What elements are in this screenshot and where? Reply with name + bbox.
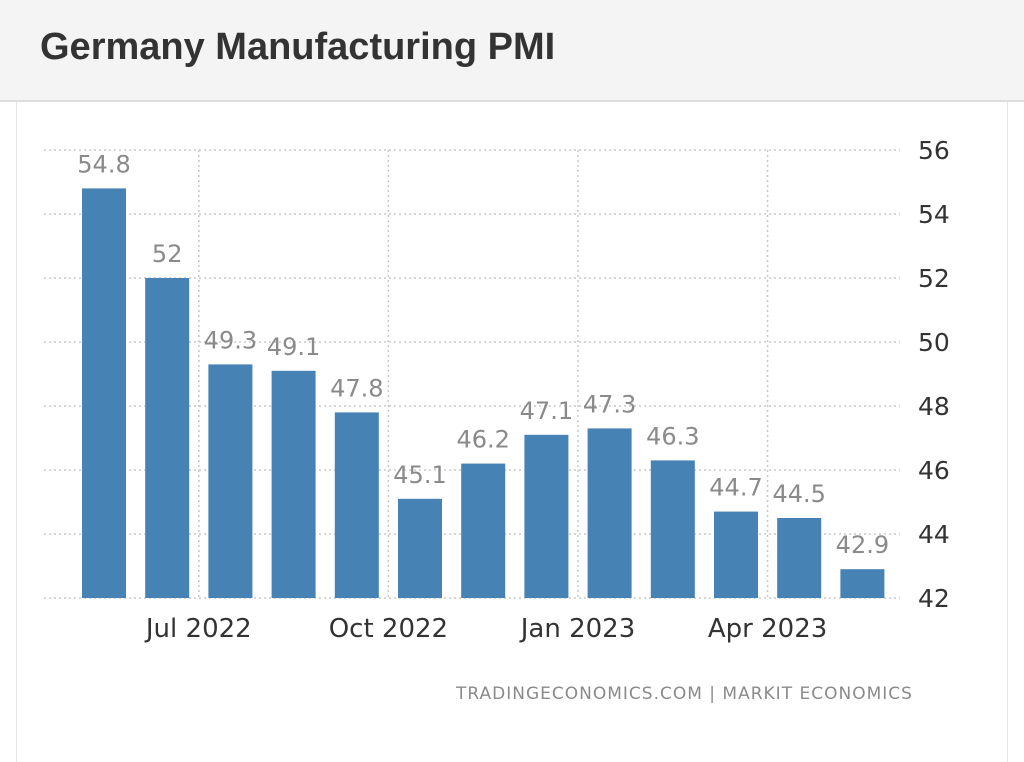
value-label-12: 42.9 — [836, 531, 889, 559]
y-axis-ticks: 42 44 46 48 50 52 54 56 — [918, 136, 950, 613]
value-label-8: 47.3 — [583, 390, 636, 418]
value-label-1: 52 — [152, 240, 183, 268]
value-label-3: 49.1 — [267, 333, 320, 361]
x-tick-label-2: Jan 2023 — [519, 614, 636, 644]
x-tick-label-0: Jul 2022 — [144, 614, 252, 644]
y-tick-label-50: 50 — [918, 328, 950, 357]
value-label-11: 44.5 — [772, 480, 825, 508]
y-tick-label-56: 56 — [918, 136, 950, 165]
bar-dec-2022[interactable] — [524, 434, 569, 598]
value-label-5: 45.1 — [393, 461, 446, 489]
y-tick-label-48: 48 — [918, 392, 950, 421]
bar-may-2023[interactable] — [840, 569, 885, 598]
value-label-10: 44.7 — [709, 474, 762, 502]
x-tick-label-3: Apr 2023 — [708, 614, 827, 644]
bar-sep-2022[interactable] — [334, 412, 379, 598]
value-label-9: 46.3 — [646, 422, 699, 450]
bar-jul-2022[interactable] — [208, 364, 253, 598]
x-tick-label-1: Oct 2022 — [329, 614, 448, 644]
bars — [82, 188, 885, 598]
x-axis-ticks: Jul 2022 Oct 2022 Jan 2023 Apr 2023 — [144, 614, 827, 644]
value-label-6: 46.2 — [456, 426, 509, 454]
y-tick-label-42: 42 — [918, 584, 950, 613]
value-label-2: 49.3 — [204, 326, 257, 354]
y-tick-label-46: 46 — [918, 456, 950, 485]
y-tick-label-54: 54 — [918, 200, 950, 229]
bar-mar-2023[interactable] — [714, 511, 758, 598]
value-labels: 54.8 52 49.3 49.1 47.8 45.1 46.2 47.1 47.3 46.3 44… — [77, 150, 889, 559]
bar-nov-2022[interactable] — [461, 463, 506, 598]
bar-jan-2023[interactable] — [587, 428, 632, 598]
bar-aug-2022[interactable] — [271, 370, 316, 598]
page-title: Germany Manufacturing PMI — [40, 26, 556, 68]
value-label-4: 47.8 — [330, 374, 383, 402]
source-credit: TRADINGECONOMICS.COM | MARKIT ECONOMICS — [456, 684, 913, 704]
bar-may-2022[interactable] — [82, 188, 126, 598]
value-label-7: 47.1 — [520, 397, 573, 425]
header: Germany Manufacturing PMI — [0, 0, 1024, 102]
y-tick-label-44: 44 — [918, 520, 950, 549]
value-label-0: 54.8 — [77, 150, 130, 178]
y-tick-label-52: 52 — [918, 264, 950, 293]
bar-oct-2022[interactable] — [398, 498, 442, 598]
bar-jun-2022[interactable] — [145, 278, 190, 598]
bar-apr-2023[interactable] — [777, 518, 822, 598]
bar-feb-2023[interactable] — [650, 460, 695, 598]
